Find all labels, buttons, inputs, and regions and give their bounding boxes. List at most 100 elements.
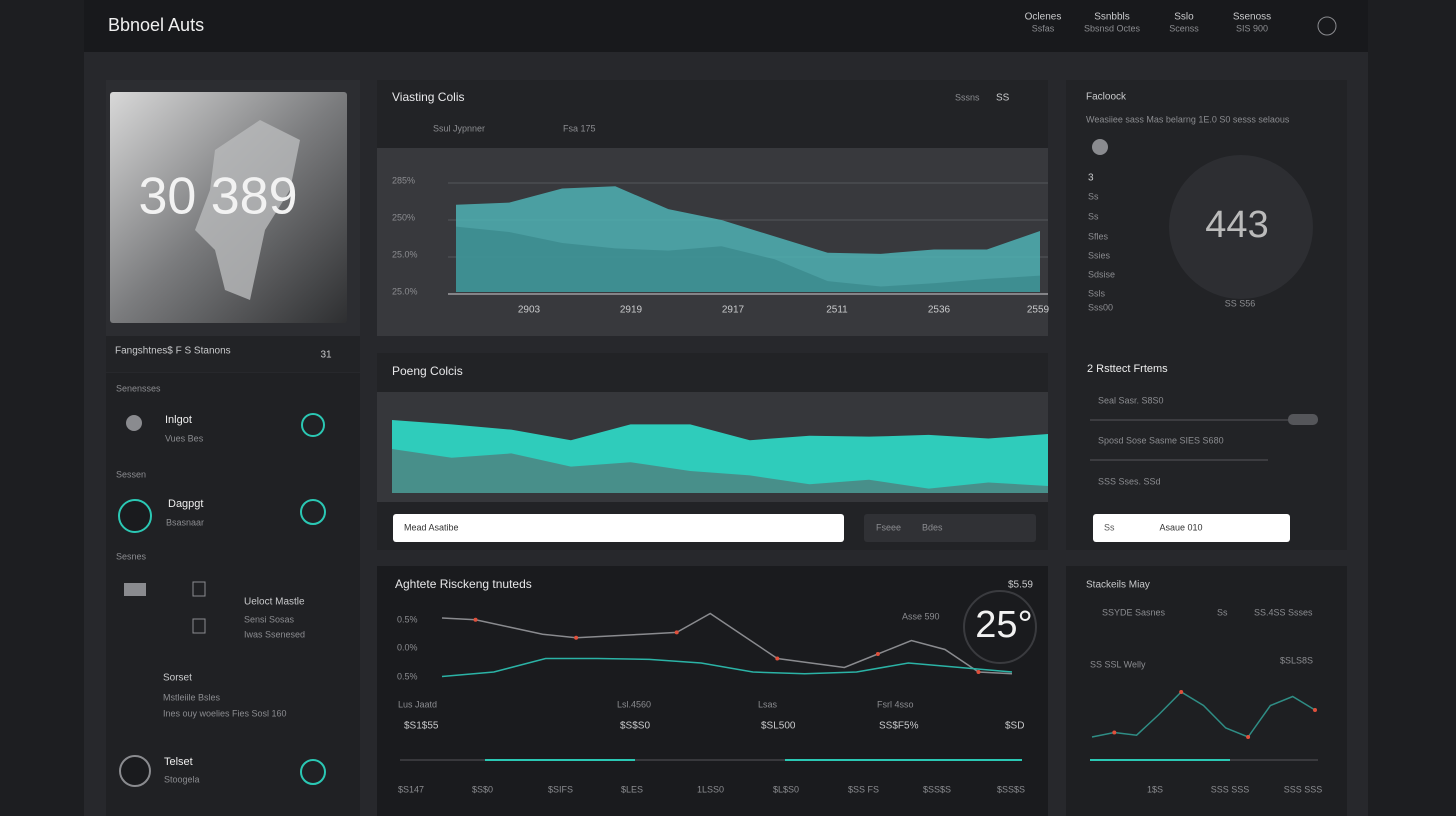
button-label: Ss	[1104, 522, 1115, 532]
point	[1313, 708, 1317, 712]
avatar	[118, 499, 152, 533]
item-sub: Bsasnaar	[166, 517, 204, 527]
stack-panel	[1066, 566, 1347, 816]
gauge	[1169, 155, 1313, 299]
x-tick-label: 2559	[1027, 305, 1050, 316]
menu-num: SS	[996, 93, 1010, 104]
point	[574, 635, 579, 640]
panel-title: Viasting Colis	[392, 90, 464, 104]
chart-label: SS SSL Welly	[1090, 659, 1146, 669]
icon	[192, 581, 206, 597]
x-tick-label: 2903	[518, 305, 541, 316]
image-text: 30 389	[138, 168, 297, 226]
point	[775, 656, 780, 661]
section-title: 2 Rsttect Frtems	[1087, 363, 1168, 375]
avatar	[126, 415, 142, 431]
y-tick-label: 25.0%	[392, 249, 418, 259]
caption: Fangshtnes$ F S Stanons	[115, 346, 231, 357]
legend: Ssul Jypnner	[433, 123, 485, 133]
panel-title: Facloock	[1086, 92, 1127, 103]
x-tick-label: 2511	[826, 305, 848, 316]
list-panel	[106, 373, 360, 816]
line	[441, 612, 1013, 675]
search-input[interactable]	[393, 514, 844, 542]
button[interactable]	[1093, 514, 1290, 542]
nav-sub: Scenss	[1169, 23, 1199, 33]
gauge-caption: SS S56	[1225, 298, 1256, 308]
nav-sub: SIS 900	[1236, 23, 1268, 33]
value: $5.59	[1008, 580, 1033, 591]
x-tick-label: 2917	[722, 305, 745, 316]
y-tick-label: 0.5%	[397, 614, 418, 624]
row-value: $SD	[1005, 721, 1024, 732]
nav-item: Sslo	[1174, 12, 1194, 23]
map-shape	[195, 120, 300, 300]
menu: Sssns	[955, 92, 980, 102]
point	[473, 617, 478, 622]
action-button[interactable]	[300, 759, 326, 785]
point	[1246, 735, 1251, 739]
row-footer: $L$S0	[773, 784, 799, 794]
row-value: $S$S0	[620, 721, 650, 732]
section-label: Sesnes	[116, 551, 147, 561]
list-item: Ssls	[1088, 288, 1106, 298]
row-footer: 1LSS0	[697, 784, 724, 794]
gauge-value: 443	[1205, 204, 1268, 246]
row-label: Lsas	[758, 699, 778, 709]
icon	[192, 618, 206, 634]
tracking-panel	[377, 566, 1048, 816]
point	[1179, 690, 1184, 694]
area	[392, 449, 1048, 493]
x-label: 1$S	[1147, 784, 1163, 794]
point	[976, 670, 981, 674]
action-button[interactable]	[300, 499, 326, 525]
caption-bar	[106, 336, 360, 372]
y-tick-label: 25.0%	[392, 286, 418, 296]
row-footer: $S$0	[472, 784, 493, 794]
footer-line: Mstleiile Bsles	[163, 692, 221, 702]
list-item: 3	[1088, 173, 1094, 184]
item-title: Inlgot	[165, 414, 192, 426]
row-label: SS.4SS Ssses	[1254, 607, 1313, 617]
x-label: SSS SSS	[1211, 784, 1250, 794]
chart-value: $SLS8S	[1280, 655, 1313, 665]
list-item: Ssies	[1088, 250, 1111, 260]
x-label: SSS SSS	[1284, 784, 1323, 794]
side-box[interactable]	[864, 514, 1036, 542]
section-label: Senensses	[116, 383, 161, 393]
action-button[interactable]	[301, 413, 325, 437]
gauge-ring	[963, 590, 1037, 664]
row-footer: $SS$S	[997, 784, 1025, 794]
nav-item: Ssenoss	[1233, 12, 1271, 23]
y-tick-label: 285%	[392, 175, 415, 185]
footer-line: Ines ouy woelies Fies Sosl 160	[163, 708, 287, 718]
icon	[1092, 139, 1108, 155]
app-title: Bbnoel Auts	[108, 15, 204, 35]
panel-title: Poeng Colcis	[392, 364, 463, 378]
nav-item: Oclenes	[1025, 12, 1062, 23]
section-label: Sessen	[116, 469, 146, 479]
row-label: SSYDE Sasnes	[1102, 607, 1166, 617]
row-label: Ss	[1217, 607, 1228, 617]
y-tick-label: 0.0%	[397, 642, 418, 652]
slider-knob[interactable]	[1288, 414, 1318, 425]
nav-sub: Sbsnsd Octes	[1084, 23, 1141, 33]
y-tick-label: 250%	[392, 212, 415, 222]
icon	[124, 583, 146, 596]
x-tick-label: 2919	[620, 305, 643, 316]
list-item: Sdsise	[1088, 269, 1115, 279]
row-footer: $SS FS	[848, 784, 879, 794]
nav-sub: Ssfas	[1032, 23, 1055, 33]
user-icon[interactable]	[1317, 16, 1337, 36]
note: Asse 590	[902, 611, 940, 621]
block-line: Sensi Sosas	[244, 614, 295, 624]
list-item: Ss	[1088, 191, 1099, 201]
panel-title: Aghtete Risckeng tnuteds	[395, 577, 532, 591]
row-footer: $SS$S	[923, 784, 951, 794]
item-title: Dagpgt	[168, 498, 203, 510]
area	[456, 226, 1040, 292]
header-bar	[84, 0, 1368, 52]
side-label: Bdes	[922, 522, 943, 532]
